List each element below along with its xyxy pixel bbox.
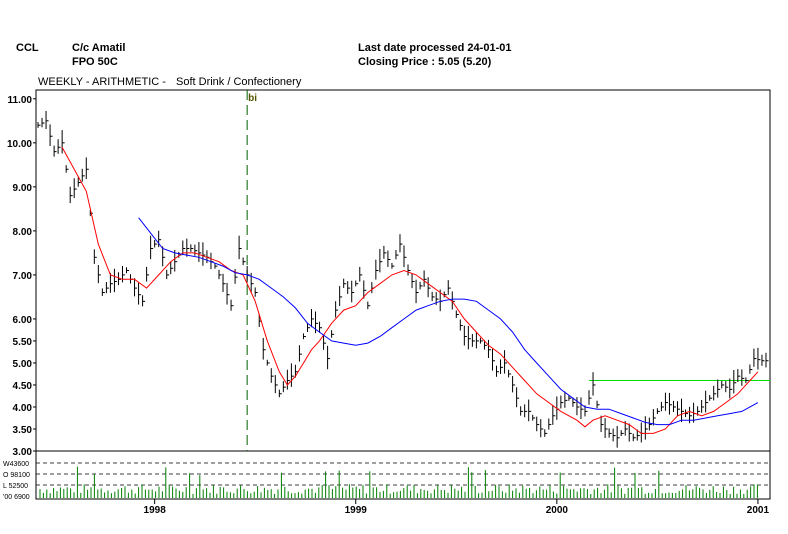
x-tick-label: 2000 (546, 505, 569, 516)
y-tick-label: 4.00 (13, 403, 33, 414)
y-tick-label: 10.00 (7, 139, 32, 150)
x-tick-label: 2001 (747, 505, 770, 516)
y-tick-label: 6.00 (13, 315, 33, 326)
company-name: C/c Amatil (72, 42, 126, 54)
moving-average-long-line (138, 217, 759, 426)
volume-axis-label: O 98100 (3, 472, 30, 479)
last-date-processed: Last date processed 24-01-01 (358, 42, 512, 54)
y-tick-label: 9.00 (13, 183, 33, 194)
chart-frame (35, 89, 771, 500)
sector-label: Soft Drink / Confectionery (176, 76, 302, 88)
x-tick-label: 1999 (345, 505, 368, 516)
chart-mode-label: WEEKLY - ARITHMETIC - (38, 76, 166, 88)
y-tick-label: 5.00 (13, 359, 33, 370)
y-tick-label: 11.00 (8, 95, 33, 106)
y-tick-label: 3.50 (13, 425, 33, 436)
symbol-label: CCL (16, 42, 39, 54)
y-tick-label: 4.50 (13, 381, 33, 392)
x-tick-label: 1998 (144, 505, 167, 516)
y-tick-label: 3.00 (13, 447, 33, 458)
volume-axis-label: W43600 (3, 461, 29, 468)
moving-average-short-line (61, 146, 759, 434)
volume-axis-label: '00 6900 (3, 494, 30, 501)
event-marker-label: bi (248, 93, 257, 104)
y-tick-label: 7.00 (13, 271, 33, 282)
y-tick-label: 5.50 (13, 337, 33, 348)
volume-axis-label: L 52500 (3, 483, 28, 490)
y-tick-label: 8.00 (13, 227, 33, 238)
security-type: FPO 50C (72, 56, 118, 68)
closing-price: Closing Price : 5.05 (5.20) (358, 56, 492, 68)
